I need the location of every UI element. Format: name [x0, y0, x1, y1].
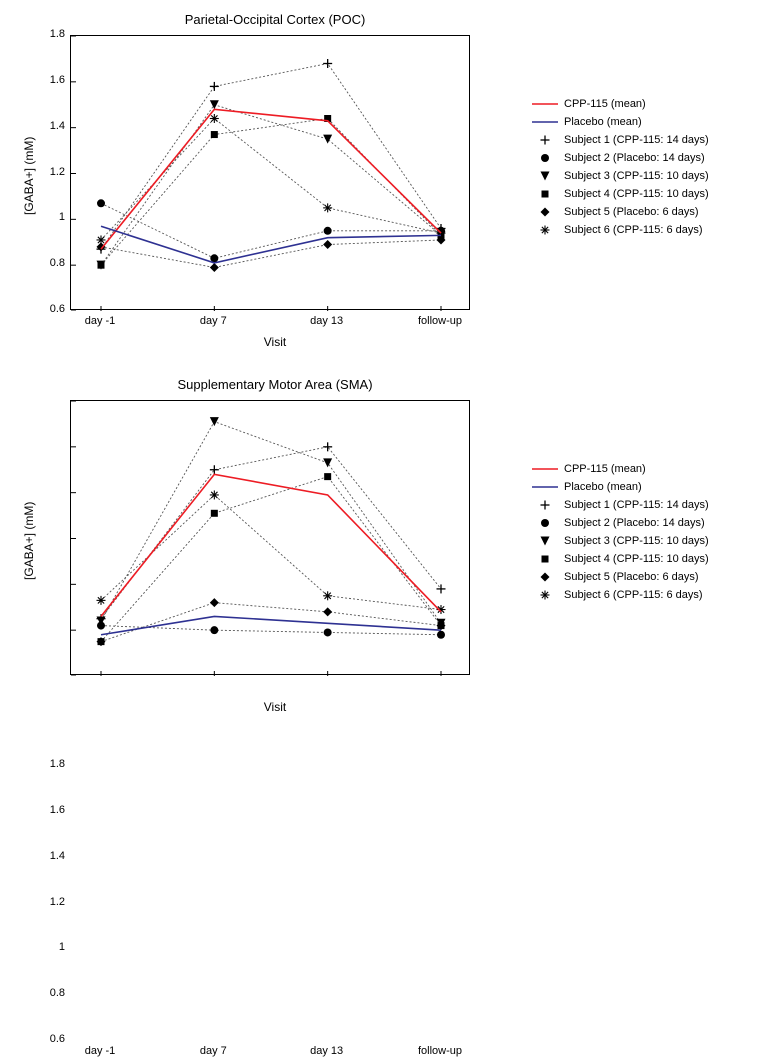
legend-label: Subject 3 (CPP-115: 10 days) — [564, 170, 709, 182]
legend-marker-icon — [530, 586, 560, 604]
legend-line-icon — [530, 95, 560, 113]
ytick-label: 1.2 — [50, 166, 65, 178]
legend-item: Subject 4 (CPP-115: 10 days) — [530, 550, 709, 568]
legend-line-icon — [530, 113, 560, 131]
legend-item: Subject 3 (CPP-115: 10 days) — [530, 532, 709, 550]
legend-marker-icon — [530, 532, 560, 550]
legend-label: Placebo (mean) — [564, 481, 642, 493]
legend-line-icon — [530, 478, 560, 496]
legend-marker-icon — [530, 568, 560, 586]
legend-marker-icon — [530, 149, 560, 167]
legend-item: Subject 3 (CPP-115: 10 days) — [530, 167, 709, 185]
legend-item: Placebo (mean) — [530, 113, 709, 131]
legend-item: Subject 2 (Placebo: 14 days) — [530, 149, 709, 167]
ytick-label: 0.8 — [50, 987, 65, 999]
xtick-label: day 7 — [183, 1045, 243, 1057]
panel-sma-title: Supplementary Motor Area (SMA) — [175, 377, 375, 392]
ytick-label: 1.8 — [50, 758, 65, 770]
legend-item: Subject 6 (CPP-115: 6 days) — [530, 586, 709, 604]
legend-sma: CPP-115 (mean) Placebo (mean) Subject 1 (C… — [530, 460, 709, 604]
legend-label: Subject 5 (Placebo: 6 days) — [564, 571, 699, 583]
xtick-label: day 13 — [297, 1045, 357, 1057]
legend-label: Subject 6 (CPP-115: 6 days) — [564, 224, 703, 236]
panel-sma-plot — [70, 400, 470, 675]
xtick-label: day 7 — [183, 315, 243, 327]
legend-item: CPP-115 (mean) — [530, 95, 709, 113]
ytick-label: 1.8 — [50, 28, 65, 40]
legend-item: Placebo (mean) — [530, 478, 709, 496]
legend-item: Subject 6 (CPP-115: 6 days) — [530, 221, 709, 239]
legend-poc: CPP-115 (mean) Placebo (mean) Subject 1 (C… — [530, 95, 709, 239]
legend-label: CPP-115 (mean) — [564, 463, 646, 475]
legend-item: Subject 5 (Placebo: 6 days) — [530, 203, 709, 221]
legend-marker-icon — [530, 514, 560, 532]
legend-label: CPP-115 (mean) — [564, 98, 646, 110]
xtick-label: follow-up — [410, 315, 470, 327]
legend-marker-icon — [530, 131, 560, 149]
legend-label: Subject 1 (CPP-115: 14 days) — [564, 499, 709, 511]
legend-marker-icon — [530, 203, 560, 221]
figure-root: Parietal-Occipital Cortex (POC) [GABA+] … — [0, 0, 757, 732]
ytick-label: 0.6 — [50, 1033, 65, 1045]
xtick-label: day -1 — [70, 315, 130, 327]
legend-label: Subject 4 (CPP-115: 10 days) — [564, 188, 709, 200]
legend-item: Subject 1 (CPP-115: 14 days) — [530, 131, 709, 149]
legend-item: Subject 2 (Placebo: 14 days) — [530, 514, 709, 532]
ytick-label: 1.6 — [50, 804, 65, 816]
xtick-label: follow-up — [410, 1045, 470, 1057]
legend-marker-icon — [530, 167, 560, 185]
legend-marker-icon — [530, 496, 560, 514]
legend-item: Subject 1 (CPP-115: 14 days) — [530, 496, 709, 514]
ytick-label: 1.2 — [50, 896, 65, 908]
panel-sma-xlabel: Visit — [250, 700, 300, 714]
legend-marker-icon — [530, 550, 560, 568]
legend-marker-icon — [530, 221, 560, 239]
legend-label: Placebo (mean) — [564, 116, 642, 128]
legend-label: Subject 2 (Placebo: 14 days) — [564, 152, 705, 164]
legend-label: Subject 2 (Placebo: 14 days) — [564, 517, 705, 529]
ytick-label: 1 — [59, 941, 65, 953]
legend-item: Subject 4 (CPP-115: 10 days) — [530, 185, 709, 203]
legend-item: Subject 5 (Placebo: 6 days) — [530, 568, 709, 586]
xtick-label: day 13 — [297, 315, 357, 327]
legend-label: Subject 3 (CPP-115: 10 days) — [564, 535, 709, 547]
xtick-label: day -1 — [70, 1045, 130, 1057]
ytick-label: 1.6 — [50, 74, 65, 86]
panel-poc-plot — [70, 35, 470, 310]
legend-line-icon — [530, 460, 560, 478]
panel-sma-ylabel: [GABA+] (mM) — [22, 502, 36, 580]
legend-label: Subject 4 (CPP-115: 10 days) — [564, 553, 709, 565]
legend-marker-icon — [530, 185, 560, 203]
legend-item: CPP-115 (mean) — [530, 460, 709, 478]
panel-poc-xlabel: Visit — [250, 335, 300, 349]
legend-label: Subject 1 (CPP-115: 14 days) — [564, 134, 709, 146]
legend-label: Subject 5 (Placebo: 6 days) — [564, 206, 699, 218]
ytick-label: 1 — [59, 211, 65, 223]
ytick-label: 0.6 — [50, 303, 65, 315]
legend-label: Subject 6 (CPP-115: 6 days) — [564, 589, 703, 601]
panel-poc-title: Parietal-Occipital Cortex (POC) — [175, 12, 375, 27]
panel-poc-ylabel: [GABA+] (mM) — [22, 137, 36, 215]
ytick-label: 0.8 — [50, 257, 65, 269]
ytick-label: 1.4 — [50, 120, 65, 132]
ytick-label: 1.4 — [50, 850, 65, 862]
